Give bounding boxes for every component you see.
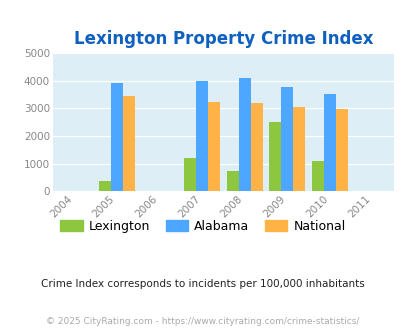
Bar <box>111 83 122 191</box>
Bar <box>207 102 220 191</box>
Legend: Lexington, Alabama, National: Lexington, Alabama, National <box>55 215 350 238</box>
Bar <box>238 78 250 191</box>
Bar <box>292 107 305 191</box>
Bar <box>335 109 347 191</box>
Bar <box>281 87 292 191</box>
Bar <box>269 122 281 191</box>
Bar <box>196 82 207 191</box>
Bar <box>122 96 134 191</box>
Bar <box>323 94 335 191</box>
Bar <box>250 103 262 191</box>
Text: Crime Index corresponds to incidents per 100,000 inhabitants: Crime Index corresponds to incidents per… <box>41 279 364 289</box>
Bar <box>183 158 196 191</box>
Text: © 2025 CityRating.com - https://www.cityrating.com/crime-statistics/: © 2025 CityRating.com - https://www.city… <box>46 317 359 326</box>
Bar <box>226 171 238 191</box>
Title: Lexington Property Crime Index: Lexington Property Crime Index <box>73 30 372 49</box>
Bar <box>98 181 111 191</box>
Bar <box>311 161 323 191</box>
